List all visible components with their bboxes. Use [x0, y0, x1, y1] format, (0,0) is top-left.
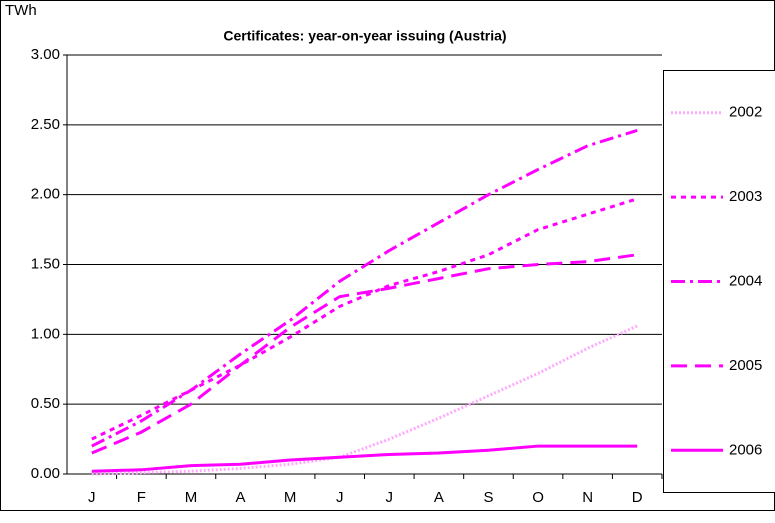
legend-label: 2004 — [729, 272, 762, 289]
x-tick-label: M — [284, 489, 297, 506]
x-tick-label: O — [532, 489, 544, 506]
legend-label: 2002 — [729, 104, 762, 121]
series-line — [91, 324, 638, 476]
y-tick-label: 2.50 — [31, 116, 60, 133]
series-line — [91, 128, 638, 448]
series-line — [91, 444, 638, 473]
series-line — [91, 253, 638, 455]
y-tick-label: 2.00 — [31, 186, 60, 203]
x-tick-label: N — [582, 489, 593, 506]
y-tick-label: 1.00 — [31, 325, 60, 342]
x-tick-label: J — [386, 489, 394, 506]
x-tick-label: J — [336, 489, 344, 506]
x-tick-label: F — [137, 489, 146, 506]
legend-label: 2005 — [729, 357, 762, 374]
legend-label: 2006 — [729, 441, 762, 458]
y-tick-label: 3.00 — [31, 46, 60, 63]
x-tick-label: S — [483, 489, 493, 506]
y-tick-label: 1.50 — [31, 255, 60, 272]
y-axis-label: TWh — [5, 2, 37, 19]
y-tick-label: 0.00 — [31, 465, 60, 482]
x-tick-label: D — [632, 489, 643, 506]
chart-border — [0, 0, 775, 511]
x-tick-label: J — [88, 489, 96, 506]
x-tick-label: A — [434, 489, 444, 506]
x-tick-label: M — [185, 489, 198, 506]
legend-label: 2003 — [729, 188, 762, 205]
chart-title: Certificates: year-on-year issuing (Aust… — [223, 28, 506, 44]
y-tick-label: 0.50 — [31, 395, 60, 412]
x-tick-label: A — [236, 489, 246, 506]
series-line — [91, 197, 638, 441]
